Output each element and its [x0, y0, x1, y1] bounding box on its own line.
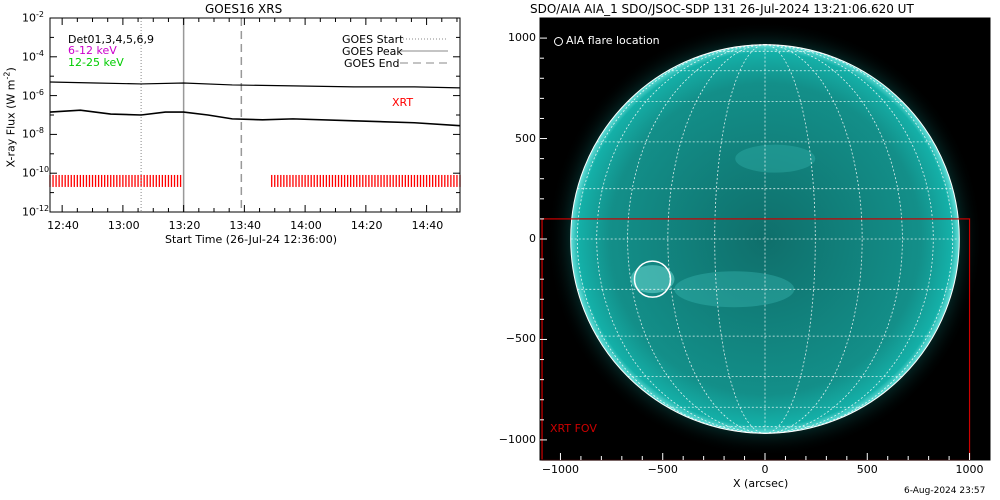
aia-x-tick-label: 500 — [856, 463, 878, 476]
legend-goes-start: GOES Start — [342, 33, 404, 46]
goes-y-tick-exponent: -6 — [36, 87, 44, 97]
goes-y-tick-mantissa: 10 — [22, 11, 36, 25]
goes-x-tick-label: 13:40 — [229, 219, 262, 232]
aia-y-tick-label: 1000 — [508, 31, 536, 45]
goes-y-tick-label: 10-4 — [22, 49, 44, 64]
goes-x-tick-label: 13:20 — [168, 219, 201, 232]
active-region — [735, 144, 816, 173]
flare-location-marker — [633, 260, 672, 298]
goes-y-tick-mantissa: 10 — [22, 166, 36, 180]
goes-x-tick-label: 14:20 — [350, 219, 383, 232]
xrt-fov-label: XRT FOV — [550, 422, 597, 435]
goes-x-tick-label: 14:00 — [290, 219, 322, 232]
longitude-line — [764, 44, 903, 434]
longitude-line — [596, 44, 766, 434]
goes-y-tick-label: 10-8 — [22, 126, 44, 141]
active-region — [630, 265, 675, 294]
goes-series-short — [49, 109, 461, 127]
goes-y-tick-mantissa: 10 — [22, 50, 36, 64]
goes-x-tick-label: 13:00 — [107, 219, 140, 232]
goes-y-tick-exponent: -2 — [36, 10, 44, 19]
goes-y-tick-mantissa: 10 — [22, 205, 36, 219]
goes-title: GOES16 XRS — [205, 2, 283, 16]
energy-band-high: 12-25 keV — [68, 56, 124, 69]
goes-y-tick-label: 10-12 — [22, 204, 49, 219]
longitude-line — [764, 44, 816, 434]
legend-goes-peak: GOES Peak — [342, 45, 403, 58]
goes-x-tick-label: 12:40 — [47, 219, 79, 232]
goes-y-tick-exponent: -4 — [36, 48, 44, 58]
aia-y-tick-label: −1000 — [498, 432, 536, 446]
heliographic-grid — [570, 44, 960, 434]
aia-y-tick-label: 0 — [529, 232, 536, 245]
goes-y-tick-mantissa: 10 — [22, 89, 36, 103]
aia-x-tick-label: 0 — [761, 463, 769, 476]
xrt-label: XRT — [392, 96, 414, 109]
aia-legend: AIA flare location — [554, 34, 660, 47]
goes-y-tick-label: 10-2 — [22, 10, 44, 25]
goes-y-tick-exponent: -12 — [36, 204, 50, 213]
longitude-line — [764, 44, 954, 434]
aia-y-tick-label: 500 — [515, 131, 536, 145]
goes-series-long — [49, 81, 461, 89]
goes-x-axis-label: Start Time (26-Jul-24 12:36:00) — [165, 233, 338, 246]
aia-x-axis-label: X (arcsec) — [733, 477, 789, 490]
solar-limb — [570, 44, 960, 434]
aia-legend-text: AIA flare location — [566, 34, 660, 47]
legend-goes-end: GOES End — [344, 57, 400, 70]
aia-title: SDO/AIA AIA_1 SDO/JSOC-SDP 131 26-Jul-20… — [530, 2, 914, 16]
goes-y-tick-exponent: -8 — [36, 126, 44, 136]
goes-y-tick-exponent: -10 — [36, 165, 50, 175]
goes-y-tick-label: 10-6 — [22, 88, 44, 103]
goes-panel: GOES16 XRS X-ray Flux (W m-2) 10-2 10-4 10… — [0, 0, 480, 260]
aia-image — [539, 17, 991, 461]
longitude-line — [764, 44, 934, 434]
aia-x-tick-label: −1000 — [541, 463, 580, 476]
flare-marker-icon — [554, 36, 563, 46]
footer-date: 6-Aug-2024 23:57 — [904, 486, 986, 496]
goes-x-tick-label: 14:40 — [411, 219, 444, 232]
longitude-line — [576, 44, 766, 434]
aia-panel: SDO/AIA AIA_1 SDO/JSOC-SDP 131 26-Jul-20… — [490, 0, 1000, 500]
goes-y-tick-label: 10-10 — [22, 165, 49, 180]
aia-x-tick-label: −500 — [647, 463, 678, 476]
solar-disk — [570, 44, 960, 434]
aia-x-tick-label: 1000 — [955, 463, 984, 476]
detector-list: Det01,3,4,5,6,9 — [68, 33, 155, 46]
longitude-line — [714, 44, 766, 434]
goes-plot — [49, 17, 461, 213]
goes-y-tick-mantissa: 10 — [22, 128, 36, 142]
aia-y-tick-label: −500 — [505, 332, 536, 346]
longitude-line — [627, 44, 766, 434]
energy-band-low: 6-12 keV — [68, 44, 117, 57]
